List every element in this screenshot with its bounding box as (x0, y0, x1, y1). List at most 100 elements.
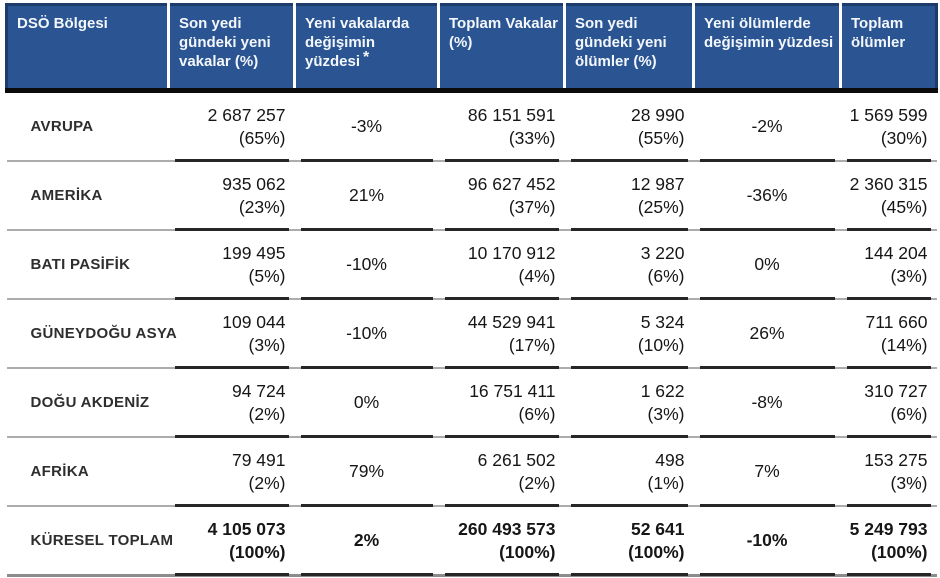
column-header-label: Son yedi gündeki yeni ölümler (%) (575, 15, 667, 71)
new-cases-7d-cell: 2 687 257 (65%) (168, 90, 295, 162)
share: (23%) (238, 196, 286, 217)
column-header-new-cases-7d: Son yedi gündeki yeni vakalar (%) (168, 3, 296, 93)
share: (10%) (637, 334, 685, 355)
total-cases-cell: 6 261 502 (2%) (438, 437, 565, 507)
column-header-label: Son yedi gündeki yeni vakalar (%) (179, 15, 271, 71)
value: 52 641 (630, 518, 685, 539)
table-row-dogu-akdeniz: DOĞU AKDENİZ 94 724 (2%) 0% 16 751 411 (6%… (6, 368, 937, 438)
table-body: AVRUPA 2 687 257 (65%) -3% 86 151 591 (33%… (6, 90, 937, 577)
region-cell: DOĞU AKDENİZ (6, 368, 169, 438)
value: 86 151 591 (467, 104, 556, 125)
footnote-asterisk: * (363, 49, 370, 67)
share: (2%) (248, 472, 286, 493)
value: 1 622 (640, 380, 685, 401)
value: 79 491 (231, 449, 286, 470)
total-deaths-cell: 5 249 793 (100%) (840, 506, 937, 577)
value: 153 275 (864, 449, 928, 470)
new-deaths-7d-cell: 3 220 (6%) (564, 230, 694, 300)
value: 16 751 411 (469, 380, 556, 401)
table-header: DSÖ Bölgesi Son yedi gündeki yeni vakala… (5, 3, 938, 93)
share: (33%) (508, 127, 556, 148)
new-cases-change-cell: 79% (294, 437, 439, 507)
total-deaths-cell: 2 360 315 (45%) (840, 161, 937, 231)
new-cases-change-cell: -3% (294, 90, 439, 162)
column-header-new-cases-change: Yeni vakalarda değişimin yüzdesi * (294, 3, 440, 93)
new-deaths-change-cell: 26% (693, 299, 841, 369)
total-cases-cell: 44 529 941 (17%) (438, 299, 565, 369)
region-cell: KÜRESEL TOPLAM (6, 506, 173, 577)
new-cases-change-cell: 21% (294, 161, 439, 231)
new-deaths-change-cell: 7% (693, 437, 841, 507)
share: (17%) (508, 334, 556, 355)
table-row-kuresel-toplam: KÜRESEL TOPLAM 4 105 073 (100%) 2% 260 49… (6, 506, 937, 577)
value: 12 987 (630, 173, 685, 194)
share: (6%) (890, 403, 928, 424)
column-header-total-deaths: Toplam ölümler (840, 3, 938, 93)
share: (4%) (518, 265, 556, 286)
column-header-new-deaths-7d: Son yedi gündeki yeni ölümler (%) (564, 3, 695, 93)
value: 260 493 573 (458, 518, 556, 539)
table-row-bati-pasifik: BATI PASİFİK 199 495 (5%) -10% 10 170 912… (6, 230, 937, 300)
new-cases-7d-cell: 4 105 073 (100%) (168, 506, 295, 577)
share: (3%) (890, 472, 928, 493)
region-cell: BATI PASİFİK (6, 230, 169, 300)
value: 28 990 (630, 104, 685, 125)
total-cases-cell: 16 751 411 (6%) (438, 368, 565, 438)
value: 96 627 452 (467, 173, 556, 194)
share: (2%) (248, 403, 286, 424)
share: (3%) (890, 265, 928, 286)
region-cell: GÜNEYDOĞU ASYA (6, 299, 177, 369)
new-deaths-7d-cell: 5 324 (10%) (564, 299, 694, 369)
share: (45%) (880, 196, 928, 217)
column-header-label: Yeni ölümlerde değişimin yüzdesi (704, 15, 834, 52)
new-cases-7d-cell: 94 724 (2%) (168, 368, 295, 438)
share: (5%) (248, 265, 286, 286)
new-cases-7d-cell: 109 044 (3%) (168, 299, 295, 369)
column-header-label: DSÖ Bölgesi (17, 15, 108, 32)
share: (3%) (248, 334, 286, 355)
total-deaths-cell: 711 660 (14%) (840, 299, 937, 369)
header-row: DSÖ Bölgesi Son yedi gündeki yeni vakala… (5, 3, 938, 93)
new-deaths-7d-cell: 498 (1%) (564, 437, 694, 507)
total-cases-cell: 96 627 452 (37%) (438, 161, 565, 231)
value: 6 261 502 (477, 449, 556, 470)
value: 144 204 (864, 242, 928, 263)
value: 2 687 257 (207, 104, 286, 125)
new-deaths-7d-cell: 12 987 (25%) (564, 161, 694, 231)
column-header-new-deaths-change: Yeni ölümlerde değişimin yüzdesi (693, 3, 842, 93)
new-deaths-change-cell: -8% (693, 368, 841, 438)
new-deaths-7d-cell: 1 622 (3%) (564, 368, 694, 438)
value: 3 220 (640, 242, 685, 263)
share: (3%) (647, 403, 685, 424)
share: (2%) (518, 472, 556, 493)
share: (30%) (880, 127, 928, 148)
new-deaths-change-cell: 0% (693, 230, 841, 300)
new-cases-change-cell: -10% (294, 299, 439, 369)
table-row-afrika: AFRİKA 79 491 (2%) 79% 6 261 502 (2%) 498(… (6, 437, 937, 507)
region-cell: AMERİKA (6, 161, 169, 231)
new-deaths-change-cell: -2% (693, 90, 841, 162)
share: (37%) (508, 196, 556, 217)
column-header-label: Toplam ölümler (851, 15, 906, 52)
share: (100%) (871, 541, 928, 562)
share: (6%) (518, 403, 556, 424)
share: (55%) (637, 127, 685, 148)
total-deaths-cell: 310 727 (6%) (840, 368, 937, 438)
new-cases-change-cell: -10% (294, 230, 439, 300)
column-header-label: Yeni vakalarda değişimin yüzdesi (305, 15, 410, 71)
total-cases-cell: 260 493 573 (100%) (438, 506, 565, 577)
share: (6%) (647, 265, 685, 286)
value: 10 170 912 (467, 242, 556, 263)
share: (100%) (628, 541, 685, 562)
new-cases-7d-cell: 935 062 (23%) (168, 161, 295, 231)
share: (65%) (238, 127, 286, 148)
total-deaths-cell: 153 275 (3%) (840, 437, 937, 507)
value: 4 105 073 (207, 518, 286, 539)
table-row-avrupa: AVRUPA 2 687 257 (65%) -3% 86 151 591 (33%… (6, 90, 937, 162)
total-deaths-cell: 1 569 599 (30%) (840, 90, 937, 162)
new-deaths-change-cell: -10% (693, 506, 841, 577)
value: 199 495 (222, 242, 286, 263)
new-cases-7d-cell: 199 495 (5%) (168, 230, 295, 300)
new-cases-change-cell: 0% (294, 368, 439, 438)
new-deaths-7d-cell: 52 641 (100%) (564, 506, 694, 577)
